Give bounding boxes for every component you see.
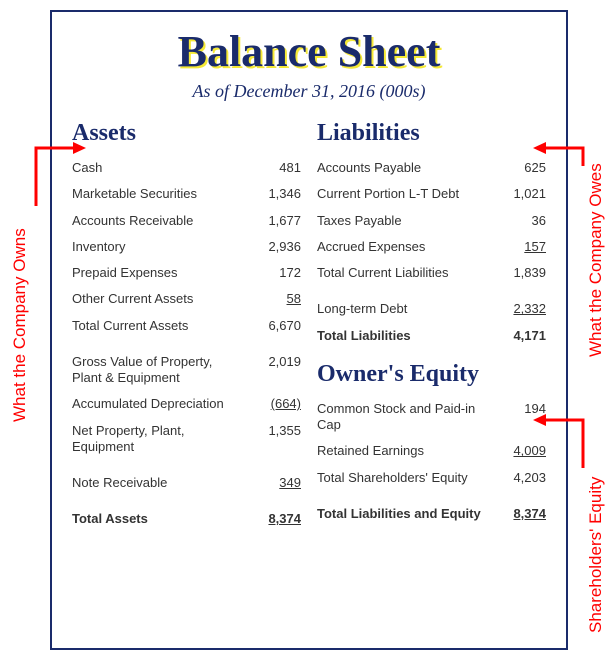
liability-row: Current Portion L-T Debt1,021 bbox=[317, 181, 546, 207]
row-value: 2,936 bbox=[253, 239, 301, 255]
row-label: Total Current Assets bbox=[72, 318, 253, 334]
asset-row: Accounts Receivable1,677 bbox=[72, 208, 301, 234]
arrow-equity-icon bbox=[531, 410, 591, 470]
row-value: 36 bbox=[498, 213, 546, 229]
row-value: 6,670 bbox=[253, 318, 301, 334]
balance-sheet-panel: Balance Sheet As of December 31, 2016 (0… bbox=[50, 10, 568, 650]
row-label: Prepaid Expenses bbox=[72, 265, 253, 281]
other-row: Note Receivable349 bbox=[72, 470, 301, 496]
liabilities-equity-column: Liabilities Accounts Payable625 Current … bbox=[317, 120, 546, 533]
row-value: 172 bbox=[253, 265, 301, 281]
row-value: 4,203 bbox=[498, 470, 546, 486]
row-value: 1,839 bbox=[498, 265, 546, 281]
row-value: 8,374 bbox=[253, 511, 301, 527]
equity-heading: Owner's Equity bbox=[317, 361, 546, 388]
row-label: Cash bbox=[72, 160, 253, 176]
row-label: Accrued Expenses bbox=[317, 239, 498, 255]
row-label: Note Receivable bbox=[72, 475, 253, 491]
row-value: (664) bbox=[253, 396, 301, 412]
columns: Assets Cash481 Marketable Securities1,34… bbox=[72, 120, 546, 533]
equity-total-row: Total Liabilities and Equity8,374 bbox=[317, 501, 546, 527]
row-value: 1,355 bbox=[253, 423, 301, 439]
row-value: 2,019 bbox=[253, 354, 301, 370]
equity-row: Common Stock and Paid-in Cap194 bbox=[317, 396, 546, 439]
asset-row: Other Current Assets58 bbox=[72, 286, 301, 312]
row-label: Gross Value of Property, Plant & Equipme… bbox=[72, 354, 253, 387]
row-value: 58 bbox=[253, 291, 301, 307]
assets-column: Assets Cash481 Marketable Securities1,34… bbox=[72, 120, 301, 533]
row-label: Total Current Liabilities bbox=[317, 265, 498, 281]
asset-row: Total Current Assets6,670 bbox=[72, 313, 301, 339]
arrow-owns-icon bbox=[28, 138, 88, 208]
row-label: Accounts Receivable bbox=[72, 213, 253, 229]
row-value: 157 bbox=[498, 239, 546, 255]
row-label: Inventory bbox=[72, 239, 253, 255]
row-label: Total Liabilities bbox=[317, 328, 498, 344]
callout-owns: What the Company Owns bbox=[10, 210, 30, 440]
liability-row: Total Current Liabilities1,839 bbox=[317, 260, 546, 286]
row-label: Current Portion L-T Debt bbox=[317, 186, 498, 202]
callout-shareholders: Shareholders' Equity bbox=[586, 470, 606, 640]
row-label: Other Current Assets bbox=[72, 291, 253, 307]
row-value: 1,021 bbox=[498, 186, 546, 202]
row-label: Net Property, Plant, Equipment bbox=[72, 423, 253, 456]
row-value: 1,677 bbox=[253, 213, 301, 229]
assets-heading: Assets bbox=[72, 120, 301, 147]
asset-row: Marketable Securities1,346 bbox=[72, 181, 301, 207]
row-value: 481 bbox=[253, 160, 301, 176]
row-label: Taxes Payable bbox=[317, 213, 498, 229]
longterm-row: Long-term Debt2,332 bbox=[317, 296, 546, 322]
row-value: 8,374 bbox=[498, 506, 546, 522]
assets-total-row: Total Assets8,374 bbox=[72, 506, 301, 532]
equity-row: Retained Earnings4,009 bbox=[317, 438, 546, 464]
liability-row: Accounts Payable625 bbox=[317, 155, 546, 181]
row-value: 1,346 bbox=[253, 186, 301, 202]
row-value: 2,332 bbox=[498, 301, 546, 317]
row-value: 4,171 bbox=[498, 328, 546, 344]
row-label: Total Assets bbox=[72, 511, 253, 527]
ppe-row: Accumulated Depreciation(664) bbox=[72, 391, 301, 417]
asset-row: Prepaid Expenses172 bbox=[72, 260, 301, 286]
row-label: Retained Earnings bbox=[317, 443, 498, 459]
sheet-subtitle: As of December 31, 2016 (000s) bbox=[72, 81, 546, 102]
row-label: Accounts Payable bbox=[317, 160, 498, 176]
row-label: Common Stock and Paid-in Cap bbox=[317, 401, 498, 434]
row-label: Marketable Securities bbox=[72, 186, 253, 202]
sheet-title: Balance Sheet bbox=[72, 26, 546, 77]
row-value: 349 bbox=[253, 475, 301, 491]
equity-row: Total Shareholders' Equity4,203 bbox=[317, 465, 546, 491]
asset-row: Cash481 bbox=[72, 155, 301, 181]
arrow-owes-icon bbox=[531, 138, 591, 168]
liabilities-heading: Liabilities bbox=[317, 120, 546, 147]
ppe-row: Net Property, Plant, Equipment1,355 bbox=[72, 418, 301, 461]
row-label: Total Liabilities and Equity bbox=[317, 506, 498, 522]
row-label: Long-term Debt bbox=[317, 301, 498, 317]
row-label: Accumulated Depreciation bbox=[72, 396, 253, 412]
liability-row: Accrued Expenses157 bbox=[317, 234, 546, 260]
callout-owes: What the Company Owes bbox=[586, 160, 606, 360]
row-label: Total Shareholders' Equity bbox=[317, 470, 498, 486]
ppe-row: Gross Value of Property, Plant & Equipme… bbox=[72, 349, 301, 392]
liability-row: Taxes Payable36 bbox=[317, 208, 546, 234]
asset-row: Inventory2,936 bbox=[72, 234, 301, 260]
liabilities-total-row: Total Liabilities4,171 bbox=[317, 323, 546, 349]
